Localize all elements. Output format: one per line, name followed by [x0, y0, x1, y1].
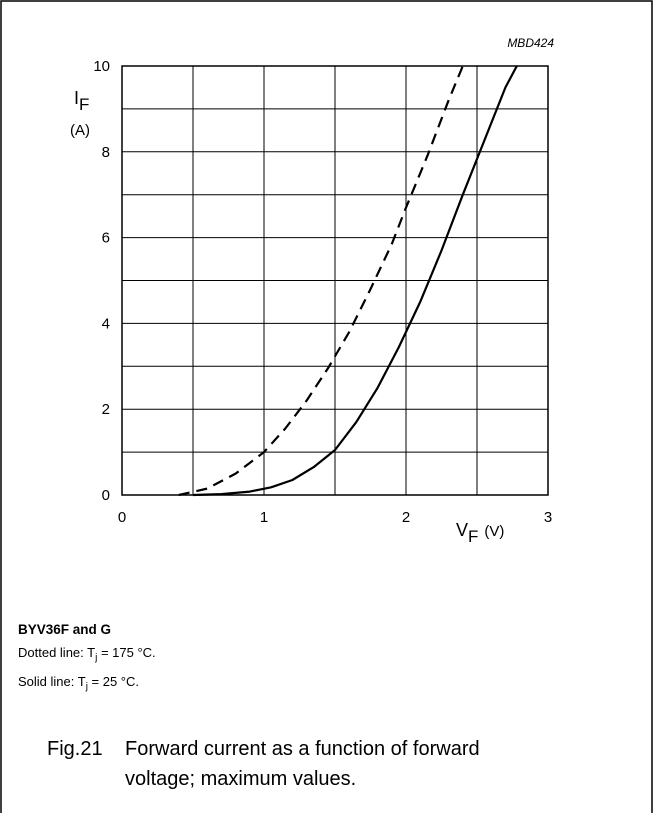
y-tick-label: 0 — [102, 487, 110, 504]
dotted-prefix: Dotted line: T — [18, 645, 96, 660]
figure-caption-line1: Fig.21 Forward current as a function of f… — [47, 734, 480, 764]
solid-suffix: = 25 °C. — [87, 673, 140, 689]
dotted-line-note: Dotted line: Tj = 175 °C. — [18, 641, 156, 670]
x-tick-label: 2 — [402, 509, 410, 526]
grid — [122, 66, 548, 495]
dotted-suffix: = 175 °C. — [97, 645, 156, 660]
y-tick-label: 8 — [102, 144, 110, 161]
x-axis-symbol: V — [456, 520, 468, 540]
x-axis-subscript: F — [468, 527, 478, 546]
dotted-subscript: j — [95, 652, 98, 664]
solid-subscript: j — [85, 681, 88, 693]
plot-frame — [121, 65, 549, 496]
figure-caption: Fig.21 Forward current as a function of f… — [47, 734, 480, 794]
x-tick-label: 3 — [544, 509, 552, 526]
figure-title-2: voltage; maximum values. — [125, 768, 357, 790]
y-tick-label: 6 — [102, 230, 110, 247]
x-tick-label: 1 — [260, 509, 268, 526]
series-solid-line — [192, 65, 518, 497]
y-tick-label: 10 — [93, 58, 110, 75]
part-number: BYV36F and G — [18, 622, 112, 637]
figure-caption-line2: voltage; maximum values. — [47, 764, 480, 794]
y-axis-subscript: F — [79, 95, 89, 114]
series-group — [178, 65, 518, 497]
y-tick-label: 4 — [102, 315, 110, 332]
x-axis-unit: (V) — [484, 523, 504, 540]
solid-prefix: Solid line: T — [18, 673, 86, 689]
series-dashed-line — [178, 65, 464, 497]
plot-area-border — [121, 65, 549, 496]
solid-line-note: Solid line: Tj = 25 °C. — [18, 670, 156, 699]
y-tick-label: 2 — [102, 401, 110, 418]
y-axis-symbol: I — [74, 88, 79, 108]
notes: BYV36F and G Dotted line: Tj = 175 °C. S… — [18, 618, 156, 698]
tick-labels: 0 1 2 3 0 2 4 6 8 10 — [93, 58, 552, 526]
y-axis-label: IF — [74, 88, 89, 114]
chart-code: MBD424 — [507, 36, 554, 50]
figure-title-1: Forward current as a function of forward — [125, 738, 480, 760]
x-axis-label: VF (V) — [456, 520, 504, 546]
x-tick-label: 0 — [118, 509, 126, 526]
figure-number: Fig.21 — [47, 738, 103, 760]
y-axis-unit: (A) — [70, 122, 90, 139]
